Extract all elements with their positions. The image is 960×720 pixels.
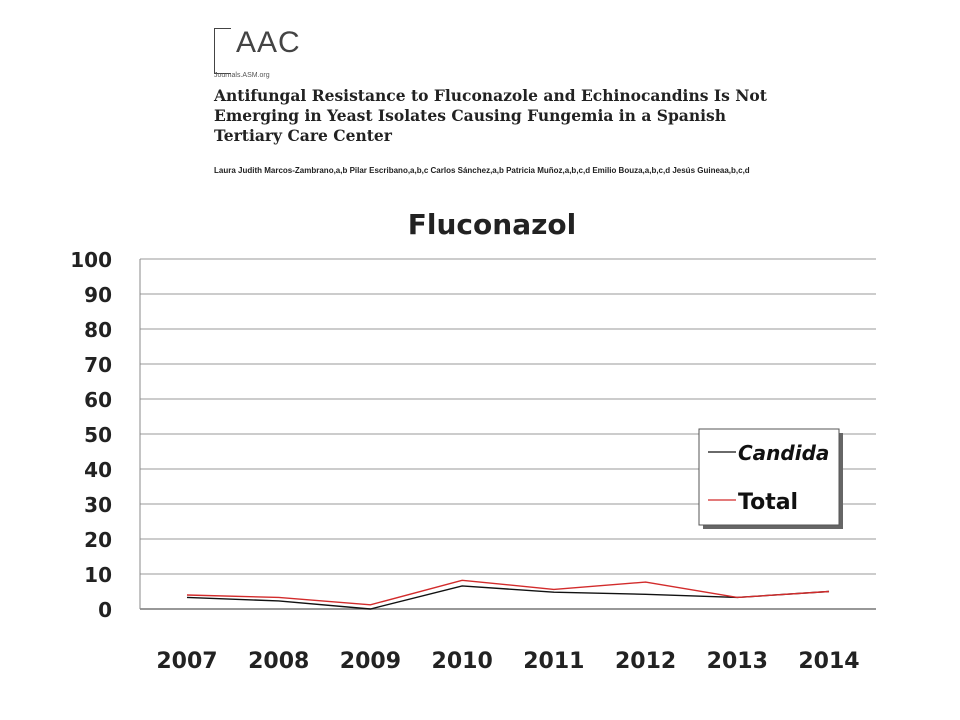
legend: Candida Total: [698, 428, 843, 529]
y-tick-label: 80: [84, 318, 112, 342]
y-tick-label: 0: [98, 598, 112, 622]
legend-box: [698, 428, 840, 526]
series-line-candida: [186, 585, 830, 610]
x-tick-label: 2014: [798, 649, 859, 674]
y-tick-label: 70: [84, 353, 112, 377]
x-tick-label: 2011: [523, 649, 584, 674]
x-tick-label: 2008: [248, 649, 309, 674]
x-tick-label: 2012: [615, 649, 676, 674]
series-line-total: [186, 579, 830, 606]
x-tick-label: 2013: [707, 649, 768, 674]
y-tick-labels: 0 10 20 30 40 50 60 70 80 90 100: [70, 248, 112, 622]
y-tick-label: 90: [84, 283, 112, 307]
y-tick-label: 30: [84, 493, 112, 517]
series-lines: [186, 579, 830, 610]
y-tick-label: 40: [84, 458, 112, 482]
logo-page-icon: [214, 28, 231, 74]
legend-label-candida: Candida: [738, 441, 829, 465]
paper-title: Antifungal Resistance to Fluconazole and…: [214, 86, 767, 145]
chart-title: Fluconazol: [408, 208, 576, 241]
journal-logo: AAC Journals.ASM.org: [214, 26, 304, 79]
y-tick-label: 100: [70, 248, 112, 272]
y-tick-label: 10: [84, 563, 112, 587]
logo-subtext: Journals.ASM.org: [214, 72, 270, 79]
x-tick-label: 2009: [340, 649, 401, 674]
x-tick-labels: 2007 2008 2009 2010 2011 2012 2013 2014: [156, 649, 859, 674]
logo-text: AAC: [236, 26, 301, 59]
y-tick-label: 20: [84, 528, 112, 552]
x-tick-label: 2010: [432, 649, 493, 674]
legend-label-total: Total: [738, 490, 798, 515]
y-tick-label: 60: [84, 388, 112, 412]
y-tick-label: 50: [84, 423, 112, 447]
paper-authors: Laura Judith Marcos-Zambrano,a,b Pilar E…: [214, 166, 750, 175]
x-tick-label: 2007: [156, 649, 217, 674]
